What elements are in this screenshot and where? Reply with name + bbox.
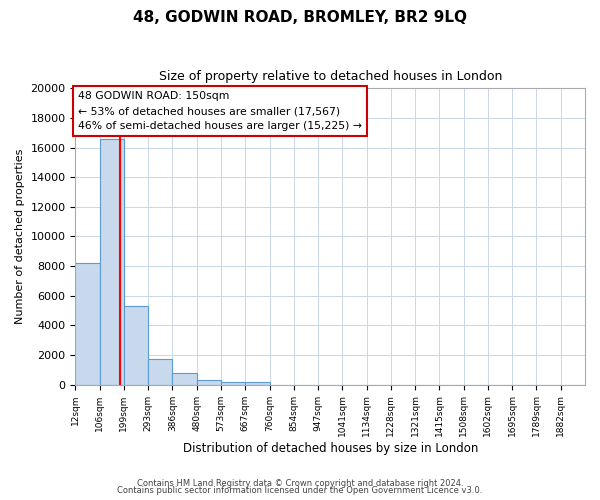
Bar <box>172 372 197 384</box>
Bar <box>197 380 221 384</box>
Bar <box>221 382 245 384</box>
Text: Contains public sector information licensed under the Open Government Licence v3: Contains public sector information licen… <box>118 486 482 495</box>
Title: Size of property relative to detached houses in London: Size of property relative to detached ho… <box>158 70 502 83</box>
Text: 48, GODWIN ROAD, BROMLEY, BR2 9LQ: 48, GODWIN ROAD, BROMLEY, BR2 9LQ <box>133 10 467 25</box>
Bar <box>76 263 100 384</box>
Bar <box>245 382 269 384</box>
Text: 48 GODWIN ROAD: 150sqm
← 53% of detached houses are smaller (17,567)
46% of semi: 48 GODWIN ROAD: 150sqm ← 53% of detached… <box>78 92 362 131</box>
Bar <box>124 306 148 384</box>
X-axis label: Distribution of detached houses by size in London: Distribution of detached houses by size … <box>182 442 478 455</box>
Bar <box>148 358 172 384</box>
Text: Contains HM Land Registry data © Crown copyright and database right 2024.: Contains HM Land Registry data © Crown c… <box>137 478 463 488</box>
Y-axis label: Number of detached properties: Number of detached properties <box>15 149 25 324</box>
Bar <box>100 138 124 384</box>
